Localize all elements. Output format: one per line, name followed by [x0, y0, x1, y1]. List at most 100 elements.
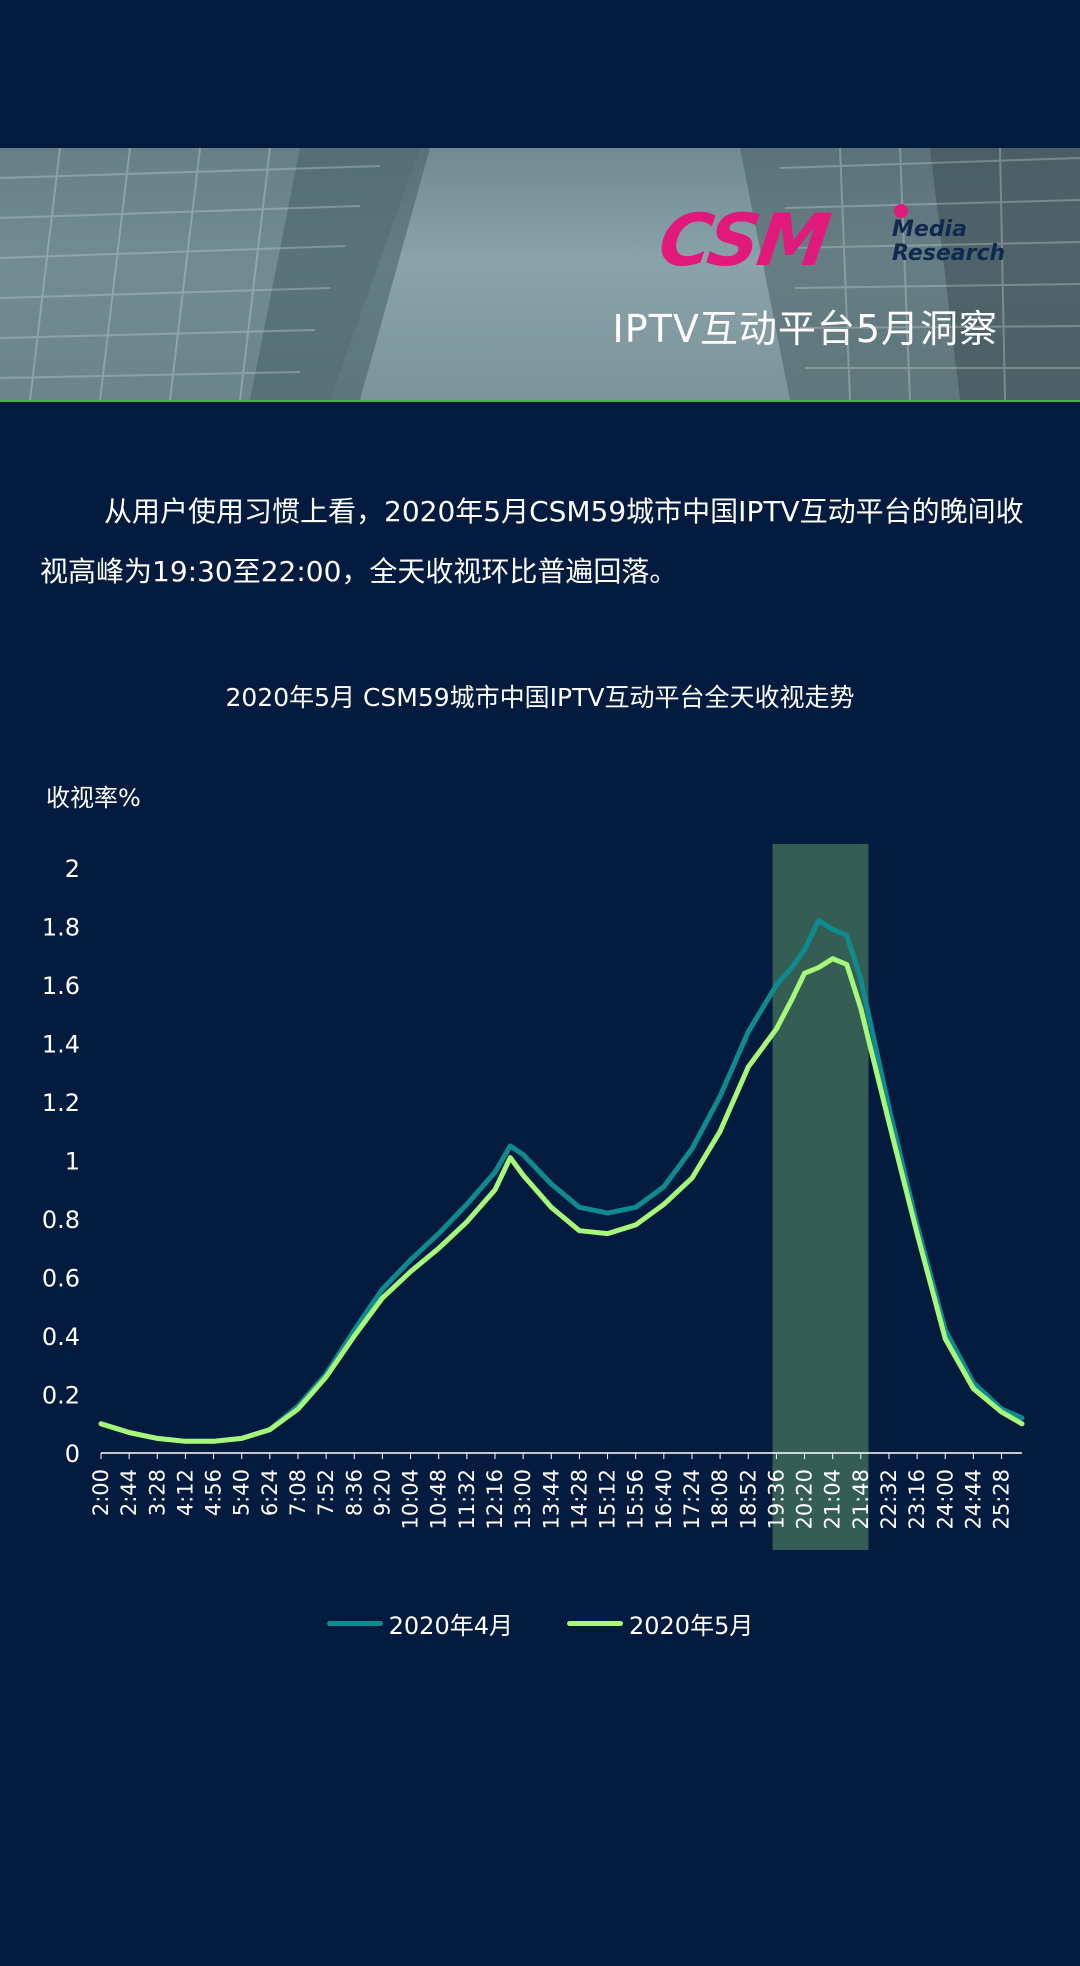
x-tick-label: 19:36 — [764, 1469, 788, 1530]
x-tick-label: 8:36 — [342, 1469, 366, 1516]
data-point-april — [844, 933, 849, 938]
x-tick-label: 20:20 — [793, 1469, 817, 1530]
data-point-april — [408, 1257, 413, 1263]
x-tick-label: 18:52 — [736, 1469, 760, 1530]
x-tick-label: 2:00 — [89, 1469, 113, 1516]
x-tick-label: 25:28 — [990, 1469, 1014, 1530]
data-point-may — [858, 1006, 864, 1011]
x-tick-label: 24:44 — [961, 1469, 985, 1530]
y-tick-label: 0.2 — [42, 1382, 80, 1410]
data-point-april — [436, 1231, 441, 1236]
banner-title: IPTV互动平台5月洞察 — [612, 307, 998, 351]
data-point-april — [789, 965, 794, 970]
x-tick-label: 9:20 — [370, 1469, 394, 1516]
data-point-april — [1019, 1415, 1025, 1421]
data-point-may — [380, 1295, 385, 1301]
x-tick-label: 15:12 — [596, 1469, 620, 1530]
data-point-may — [605, 1231, 610, 1236]
header-banner: CSM Media Research IPTV互动平台5月洞察 — [0, 148, 1080, 402]
legend-swatch-may — [567, 1621, 623, 1626]
data-point-april — [577, 1205, 582, 1210]
x-tick-label: 10:04 — [399, 1469, 423, 1530]
data-point-may — [549, 1205, 554, 1210]
legend: 2020年4月 2020年5月 — [0, 1606, 1080, 1641]
y-tick-label: 0 — [65, 1440, 80, 1468]
y-tick-label: 1.6 — [42, 972, 80, 1000]
data-point-april — [717, 1093, 723, 1099]
series-line-april — [98, 918, 1025, 1444]
x-tick-label: 17:24 — [680, 1469, 704, 1530]
data-point-april — [746, 1029, 751, 1034]
legend-swatch-april — [326, 1621, 383, 1626]
data-point-may — [802, 971, 807, 976]
x-tick-label: 13:44 — [539, 1469, 563, 1530]
x-tick-label: 16:40 — [652, 1469, 676, 1530]
legend-label-april: 2020年4月 — [388, 1612, 513, 1640]
data-point-april — [661, 1184, 667, 1190]
y-tick-label: 1.2 — [42, 1089, 80, 1117]
data-point-april — [508, 1143, 513, 1149]
x-tick-label: 7:08 — [286, 1469, 310, 1516]
data-point-may — [183, 1439, 188, 1444]
data-point-may — [126, 1430, 132, 1435]
data-point-may — [1019, 1421, 1025, 1426]
data-point-april — [605, 1210, 610, 1216]
data-point-may — [844, 962, 849, 967]
data-point-may — [746, 1064, 751, 1070]
x-tick-label: 11:32 — [455, 1469, 479, 1530]
data-point-may — [520, 1172, 526, 1178]
data-point-may — [943, 1336, 948, 1342]
data-point-april — [816, 918, 821, 923]
data-point-april — [858, 976, 864, 982]
data-point-may — [155, 1436, 160, 1441]
x-tick-label: 4:56 — [202, 1469, 226, 1516]
series-line-may — [98, 956, 1025, 1444]
x-tick-label: 7:52 — [314, 1469, 338, 1516]
x-tick-label: 22:32 — [877, 1469, 901, 1530]
data-point-may — [774, 1026, 779, 1032]
data-point-may — [886, 1120, 892, 1125]
x-tick-label: 4:12 — [173, 1469, 197, 1516]
logo-sub-media: Media — [892, 217, 967, 242]
data-point-may — [211, 1439, 216, 1444]
y-tick-label: 1.8 — [42, 914, 80, 942]
y-axis-label: 收视率% — [46, 784, 141, 812]
y-tick-label: 0.4 — [42, 1323, 80, 1351]
data-point-may — [464, 1219, 470, 1225]
data-point-may — [408, 1269, 413, 1274]
x-tick-label: 12:16 — [483, 1469, 507, 1530]
logo-dot — [894, 204, 908, 218]
x-tick-label: 2:44 — [117, 1469, 141, 1516]
legend-label-may: 2020年5月 — [629, 1612, 754, 1640]
chart-title: 2020年5月 CSM59城市中国IPTV互动平台全天收视走势 — [225, 683, 855, 712]
data-point-may — [830, 956, 835, 961]
data-point-may — [98, 1421, 104, 1426]
y-tick-label: 1.4 — [42, 1031, 80, 1059]
data-point-may — [577, 1228, 582, 1233]
y-tick-label: 0.6 — [42, 1265, 80, 1293]
peak-highlight-band — [772, 844, 869, 1550]
data-point-may — [239, 1436, 244, 1441]
data-point-april — [520, 1152, 526, 1157]
data-point-april — [492, 1170, 498, 1175]
building-photo — [0, 148, 1080, 400]
data-point-may — [436, 1246, 441, 1251]
data-point-april — [802, 947, 807, 953]
data-point-may — [508, 1155, 513, 1160]
line-chart: 00.20.40.60.811.21.41.61.822:00 2:44 3:28 4… — [42, 844, 1025, 1550]
y-tick-label: 1 — [65, 1148, 80, 1176]
data-point-may — [816, 965, 821, 970]
x-tick-label: 14:28 — [567, 1469, 591, 1530]
data-point-may — [633, 1222, 638, 1228]
data-point-may — [789, 997, 794, 1002]
x-tick-label: 21:48 — [849, 1469, 873, 1530]
x-tick-label: 5:40 — [230, 1469, 254, 1516]
data-point-april — [380, 1287, 385, 1292]
csm-logo: CSM Media Research — [654, 198, 1005, 282]
legend-item-may: 2020年5月 — [567, 1606, 753, 1641]
x-tick-label: 10:48 — [427, 1469, 451, 1530]
x-tick-label: 13:00 — [511, 1469, 535, 1530]
x-tick-label: 18:08 — [708, 1469, 732, 1530]
data-point-may — [295, 1406, 301, 1412]
data-point-april — [549, 1181, 554, 1187]
